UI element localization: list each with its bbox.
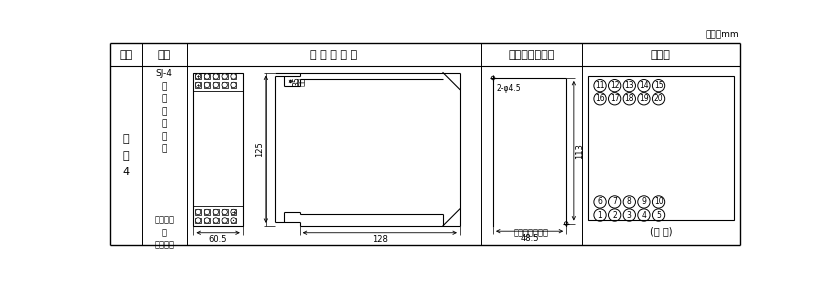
Text: SJ-4
凸
出
式
前
接
线: SJ-4 凸 出 式 前 接 线 bbox=[156, 70, 172, 153]
Circle shape bbox=[195, 218, 200, 223]
Bar bbox=[204, 218, 209, 223]
Bar bbox=[195, 74, 200, 79]
Bar bbox=[222, 82, 227, 88]
Text: 螺钉安装开孔图: 螺钉安装开孔图 bbox=[513, 228, 548, 237]
Text: 外 形 尺 寸 图: 外 形 尺 寸 图 bbox=[310, 50, 357, 60]
Text: 35: 35 bbox=[291, 77, 301, 86]
Text: 15: 15 bbox=[653, 81, 662, 90]
Circle shape bbox=[213, 74, 219, 79]
Text: 5: 5 bbox=[655, 210, 660, 220]
Bar bbox=[230, 218, 236, 223]
Text: 1: 1 bbox=[597, 210, 602, 220]
Circle shape bbox=[204, 82, 209, 87]
Text: 16: 16 bbox=[595, 94, 604, 103]
Text: 3: 3 bbox=[626, 210, 631, 220]
Text: 2: 2 bbox=[612, 210, 616, 220]
Bar bbox=[193, 73, 243, 226]
Circle shape bbox=[213, 218, 219, 223]
Text: 图号: 图号 bbox=[119, 50, 132, 60]
Bar bbox=[230, 74, 236, 79]
Text: 60.5: 60.5 bbox=[209, 235, 227, 244]
Circle shape bbox=[204, 74, 209, 79]
Circle shape bbox=[230, 209, 236, 215]
Bar bbox=[213, 218, 219, 223]
Text: 7: 7 bbox=[612, 197, 616, 206]
Text: 18: 18 bbox=[623, 94, 633, 103]
Bar bbox=[195, 209, 200, 215]
Bar bbox=[222, 74, 227, 79]
Text: 安装开孔尺寸图: 安装开孔尺寸图 bbox=[508, 50, 554, 60]
Circle shape bbox=[222, 209, 227, 215]
Text: 附
图
4: 附 图 4 bbox=[122, 134, 129, 177]
Bar bbox=[204, 82, 209, 88]
Text: 9: 9 bbox=[641, 197, 646, 206]
Text: 113: 113 bbox=[575, 143, 584, 159]
Circle shape bbox=[213, 82, 219, 87]
Text: (正 视): (正 视) bbox=[649, 226, 672, 236]
Circle shape bbox=[222, 74, 227, 79]
Text: 结构: 结构 bbox=[157, 50, 171, 60]
Text: 128: 128 bbox=[372, 235, 388, 244]
Text: 单位：mm: 单位：mm bbox=[704, 30, 738, 39]
Text: 13: 13 bbox=[623, 81, 633, 90]
Circle shape bbox=[195, 82, 200, 87]
Text: 卡槽: 卡槽 bbox=[296, 77, 306, 86]
Bar bbox=[195, 82, 200, 88]
Circle shape bbox=[204, 218, 209, 223]
Bar bbox=[204, 74, 209, 79]
Text: 8: 8 bbox=[626, 197, 631, 206]
Bar bbox=[213, 82, 219, 88]
Bar bbox=[587, 76, 733, 220]
Text: 125: 125 bbox=[255, 141, 264, 157]
Text: 19: 19 bbox=[638, 94, 648, 103]
Text: 20: 20 bbox=[653, 94, 662, 103]
Circle shape bbox=[230, 82, 236, 87]
Text: 端子图: 端子图 bbox=[650, 50, 670, 60]
Circle shape bbox=[222, 82, 227, 87]
Text: 卡轨安装
或
螺钉安装: 卡轨安装 或 螺钉安装 bbox=[154, 216, 174, 250]
Circle shape bbox=[222, 218, 227, 223]
Bar bbox=[204, 209, 209, 215]
Circle shape bbox=[195, 209, 200, 215]
Text: 11: 11 bbox=[595, 81, 604, 90]
Circle shape bbox=[230, 218, 236, 223]
Bar bbox=[230, 209, 236, 215]
Text: 2-φ4.5: 2-φ4.5 bbox=[495, 84, 520, 93]
Circle shape bbox=[213, 209, 219, 215]
Bar bbox=[222, 218, 227, 223]
Text: 17: 17 bbox=[609, 94, 619, 103]
Text: 4: 4 bbox=[641, 210, 646, 220]
Text: 6: 6 bbox=[597, 197, 602, 206]
Text: 12: 12 bbox=[609, 81, 619, 90]
Bar bbox=[222, 209, 227, 215]
Bar bbox=[213, 74, 219, 79]
Circle shape bbox=[204, 209, 209, 215]
Text: 10: 10 bbox=[653, 197, 662, 206]
Circle shape bbox=[195, 74, 200, 79]
Bar bbox=[230, 82, 236, 88]
Text: 48.5: 48.5 bbox=[520, 233, 538, 243]
Bar bbox=[195, 218, 200, 223]
Circle shape bbox=[230, 74, 236, 79]
Text: 14: 14 bbox=[638, 81, 648, 90]
Bar bbox=[213, 209, 219, 215]
